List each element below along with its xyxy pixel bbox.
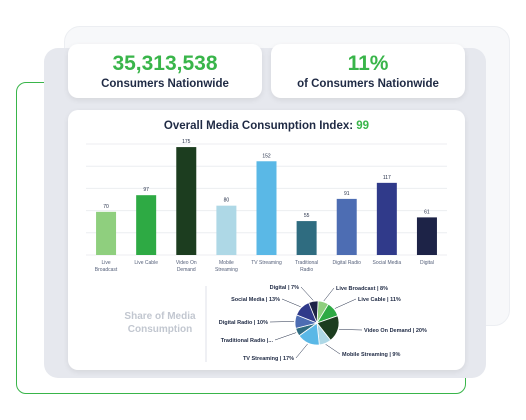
tick-label: Video On — [176, 260, 197, 266]
percent-value: 11% — [347, 52, 389, 75]
tick-label: TV Streaming — [251, 260, 282, 266]
bar — [96, 211, 117, 255]
tick-label: Digital — [420, 260, 434, 266]
bar-value-label: 70 — [103, 204, 109, 210]
pie-leader-line — [295, 343, 308, 359]
pie-label: Digital | 7% — [270, 285, 299, 291]
bar-value-label: 55 — [304, 213, 310, 219]
bar-chart-title: Overall Media Consumption Index: 99 — [68, 120, 465, 132]
pie-label: Video On Demand | 20% — [364, 328, 427, 334]
bar-value-label: 61 — [424, 209, 430, 215]
pie-label: Social Media | 13% — [231, 297, 280, 303]
tick-label: Radio — [300, 267, 313, 273]
pie-leader-line — [325, 344, 341, 355]
pie-label: Mobile Streaming | 9% — [342, 352, 400, 358]
bar — [416, 217, 437, 255]
bar-value-label: 152 — [262, 153, 271, 159]
tick-label: Streaming — [215, 267, 238, 273]
pie-leader-line — [269, 321, 295, 323]
pie-leader-line — [334, 298, 357, 309]
pie-label: Traditional Radio |... — [221, 338, 274, 344]
tick-label: Mobile — [219, 260, 234, 266]
bar — [136, 195, 157, 255]
bar — [376, 182, 397, 255]
pie-label: Live Broadcast | 8% — [336, 286, 388, 292]
pie-leader-line — [281, 298, 301, 308]
tick-label: Broadcast — [95, 267, 118, 273]
pie-leader-line — [323, 287, 335, 302]
consumers-label: Consumers Nationwide — [101, 78, 229, 90]
bar-value-label: 80 — [224, 198, 230, 204]
pie-leader-line — [274, 332, 297, 341]
pie-label: Digital Radio | 10% — [219, 320, 268, 326]
bar-chart-title-value: 99 — [356, 120, 370, 132]
tick-label: Live Cable — [134, 260, 158, 266]
pie-chart: Live Broadcast | 8% Live Cable | 11% Video… — [205, 285, 427, 362]
pie-slice — [308, 300, 319, 324]
consumers-stat-card: 35,313,538 Consumers Nationwide — [68, 44, 262, 98]
bar — [336, 198, 357, 255]
tick-label: Social Media — [373, 260, 402, 266]
tick-label: Live — [101, 260, 110, 266]
bar-value-label: 91 — [344, 191, 350, 197]
tick-label: Traditional — [295, 260, 318, 266]
pie-label: Live Cable | 11% — [358, 297, 401, 303]
bar — [176, 147, 197, 255]
pie-label: TV Streaming | 17% — [243, 356, 294, 362]
bar — [296, 221, 317, 255]
tick-label: Digital Radio — [333, 260, 362, 266]
percent-stat-card: 11% of Consumers Nationwide — [271, 44, 465, 98]
bar-value-label: 175 — [182, 139, 191, 145]
consumers-value: 35,313,538 — [112, 52, 218, 75]
bar-chart-title-text: Overall Media Consumption Index: — [163, 120, 354, 132]
media-consumption-card: Overall Media Consumption Index: 99 70 Li… — [68, 110, 465, 370]
bar — [216, 205, 237, 255]
pie-leader-line — [339, 329, 363, 331]
tick-label: Demand — [177, 267, 196, 273]
bar — [256, 161, 277, 255]
bar-value-label: 97 — [143, 187, 149, 193]
bar-value-label: 117 — [383, 175, 391, 181]
pie-leader-line — [300, 286, 314, 301]
share-title: Share of Media Consumption — [124, 311, 196, 335]
percent-label: of Consumers Nationwide — [297, 78, 439, 90]
